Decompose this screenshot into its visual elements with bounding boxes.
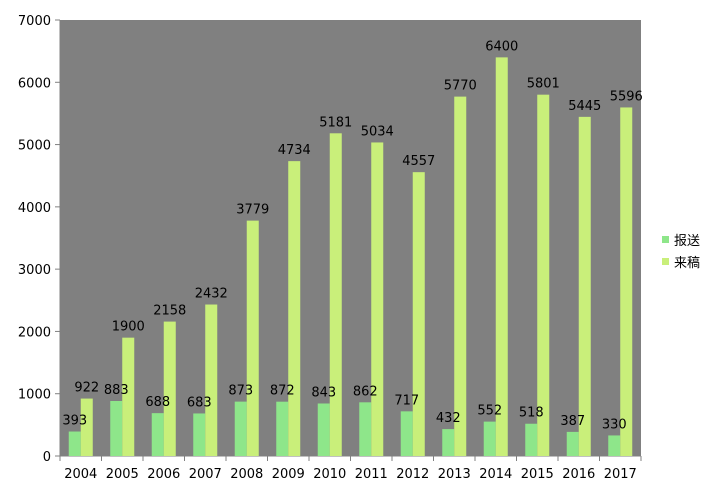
- bar-laigao: [246, 220, 259, 456]
- y-axis: 0 1000 2000 3000 4000 5000 6000 7000: [18, 14, 61, 465]
- x-tick-label: 2016: [562, 467, 595, 482]
- y-tick-label: 6000: [18, 76, 51, 91]
- y-tick-label: 4000: [18, 201, 51, 216]
- bar-laigao: [537, 94, 550, 456]
- data-label-baosong: 518: [519, 406, 544, 421]
- legend-item-baosong: 报送: [662, 228, 700, 250]
- data-label-baosong: 688: [145, 395, 170, 410]
- x-tick-label: 2004: [64, 467, 97, 482]
- data-label-laigao: 1900: [112, 320, 145, 335]
- x-tick-label: 2017: [604, 467, 637, 482]
- bar-baosong: [193, 413, 206, 456]
- bar-baosong: [400, 411, 413, 456]
- bar-baosong: [525, 423, 538, 456]
- data-label-laigao: 4734: [278, 143, 311, 158]
- data-label-laigao: 6400: [485, 39, 518, 54]
- bar-laigao: [80, 398, 93, 456]
- data-label-baosong: 387: [560, 414, 585, 429]
- x-tick-label: 2010: [313, 467, 346, 482]
- data-label-baosong: 872: [270, 384, 295, 399]
- bar-laigao: [495, 57, 508, 456]
- bar-laigao: [288, 161, 301, 456]
- data-label-group: 393 883 688 683 873 872 843 862 717 432 552 518 387 3…: [62, 39, 642, 432]
- bar-laigao: [122, 337, 135, 456]
- bar-laigao: [412, 172, 425, 456]
- bar-baosong: [608, 435, 621, 456]
- data-label-laigao: 5770: [444, 79, 477, 94]
- data-label-baosong: 843: [311, 385, 336, 400]
- legend-swatch-baosong: [662, 235, 669, 243]
- bar-baosong: [317, 403, 330, 456]
- data-label-laigao: 4557: [402, 154, 435, 169]
- data-label-laigao: 5801: [527, 77, 560, 92]
- data-label-baosong: 717: [394, 393, 419, 408]
- x-tick-label: 2011: [355, 467, 388, 482]
- data-label-baosong: 432: [436, 411, 461, 426]
- legend-item-laigao: 来稿: [662, 250, 700, 272]
- y-tick-label: 5000: [18, 139, 51, 154]
- x-tick-label: 2008: [230, 467, 263, 482]
- y-tick-label: 1000: [18, 388, 51, 403]
- bar-baosong: [359, 402, 372, 456]
- data-label-laigao: 2158: [153, 304, 186, 319]
- bar-laigao: [454, 96, 467, 457]
- bar-laigao: [620, 107, 633, 456]
- bar-laigao: [578, 116, 591, 457]
- y-tick-label: 2000: [18, 325, 51, 340]
- bar-baosong: [566, 431, 579, 456]
- bar-baosong: [276, 401, 289, 456]
- bar-baosong: [442, 429, 455, 456]
- legend-label-baosong: 报送: [674, 233, 701, 249]
- data-label-baosong: 862: [353, 384, 378, 399]
- x-tick-label: 2015: [521, 467, 554, 482]
- legend-swatch-laigao: [662, 257, 669, 265]
- bar-series-group: [68, 57, 633, 457]
- bar-baosong: [234, 401, 247, 456]
- bar-laigao: [205, 304, 218, 456]
- y-tick-label: 0: [43, 450, 51, 465]
- x-tick-label: 2013: [438, 467, 471, 482]
- x-tick-label: 2012: [396, 467, 429, 482]
- data-label-laigao: 5181: [319, 115, 352, 130]
- data-label-baosong: 873: [228, 384, 253, 399]
- data-label-baosong: 330: [602, 417, 627, 432]
- bar-baosong: [110, 401, 123, 456]
- data-label-baosong: 883: [104, 383, 129, 398]
- x-axis: 2004 2005 2006 2007 2008 2009 2010 2011 2012 2013…: [59, 455, 642, 482]
- data-label-laigao: 922: [74, 381, 99, 396]
- legend-label-laigao: 来稿: [674, 255, 701, 271]
- bar-laigao: [371, 142, 384, 456]
- x-tick-label: 2005: [106, 467, 139, 482]
- data-label-laigao: 5034: [361, 124, 394, 139]
- x-tick-label: 2006: [147, 467, 180, 482]
- bar-baosong: [68, 431, 81, 456]
- x-tick-label: 2014: [479, 467, 512, 482]
- data-label-laigao: 2432: [195, 287, 228, 302]
- data-label-laigao: 3779: [236, 203, 269, 218]
- data-label-baosong: 683: [187, 395, 212, 410]
- data-label-baosong: 552: [477, 404, 502, 419]
- data-label-laigao: 5445: [568, 99, 601, 114]
- y-tick-label: 7000: [18, 14, 51, 29]
- bar-laigao: [163, 321, 176, 456]
- x-tick-label: 2009: [272, 467, 305, 482]
- legend: 报送 来稿: [662, 228, 700, 272]
- data-label-baosong: 393: [62, 414, 87, 429]
- bar-laigao: [329, 133, 342, 456]
- y-tick-label: 3000: [18, 263, 51, 278]
- bar-baosong: [483, 421, 496, 456]
- x-tick-label: 2007: [189, 467, 222, 482]
- bar-baosong: [151, 413, 164, 456]
- data-label-laigao: 5596: [610, 89, 643, 104]
